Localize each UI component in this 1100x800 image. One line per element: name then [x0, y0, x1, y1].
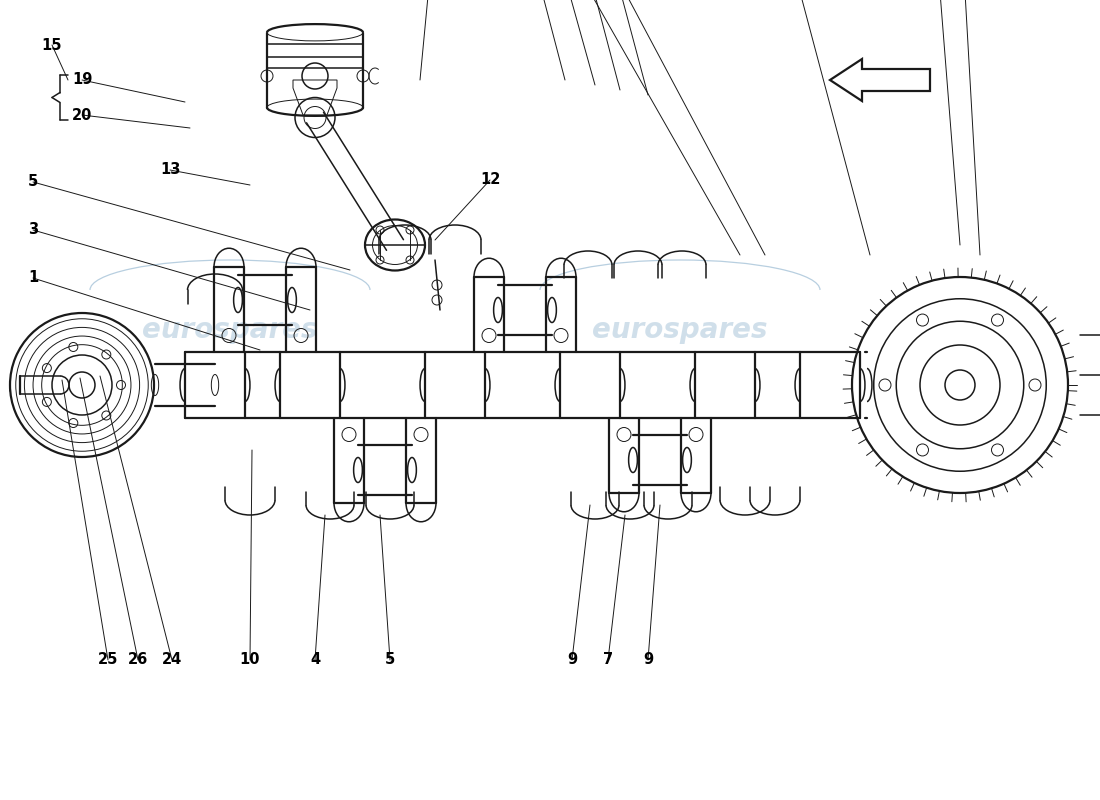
Text: 5: 5	[385, 653, 395, 667]
Text: 25: 25	[98, 653, 118, 667]
Text: eurospares: eurospares	[142, 316, 318, 344]
Text: 15: 15	[42, 38, 63, 53]
Text: 4: 4	[310, 653, 320, 667]
Text: 3: 3	[28, 222, 38, 238]
Text: 7: 7	[603, 653, 613, 667]
Text: 9: 9	[642, 653, 653, 667]
Text: 26: 26	[128, 653, 148, 667]
Text: 13: 13	[160, 162, 180, 178]
Text: 9: 9	[566, 653, 578, 667]
Text: 10: 10	[240, 653, 261, 667]
Text: 20: 20	[72, 107, 92, 122]
Text: 24: 24	[162, 653, 183, 667]
Text: eurospares: eurospares	[592, 316, 768, 344]
Text: 19: 19	[72, 73, 92, 87]
Text: 1: 1	[28, 270, 38, 286]
Text: 12: 12	[480, 173, 501, 187]
Text: 5: 5	[28, 174, 38, 190]
